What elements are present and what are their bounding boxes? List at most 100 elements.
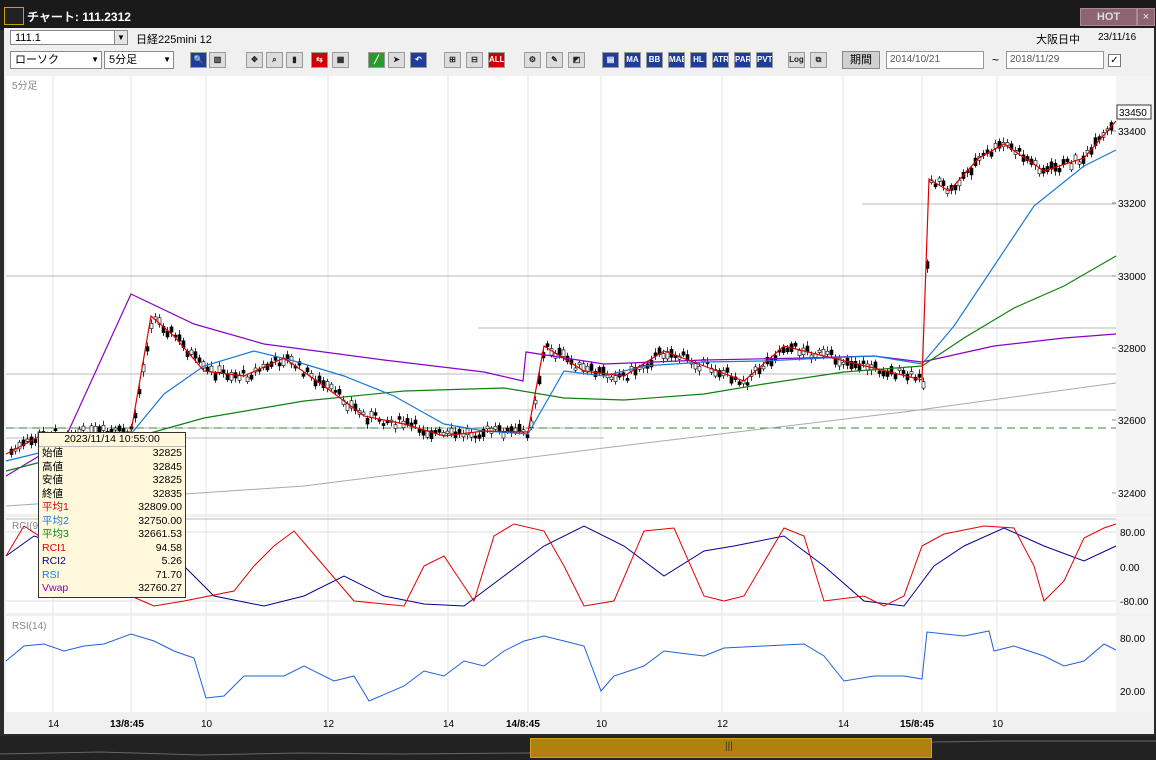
period-button[interactable]: 期間 — [842, 51, 880, 69]
para-button[interactable]: PARA — [734, 52, 751, 68]
from-date-value: 2014/10/21 — [890, 54, 941, 65]
info-label: 高値 — [42, 460, 63, 473]
info-rows: 始値 32825 高値 32845 安値 32825 終値 32835 平均1 32809.00 平… — [39, 447, 185, 596]
time-tick: 14 — [838, 719, 850, 730]
chart-area[interactable]: 33400 33200 33000 32800 32600 32400 3345… — [4, 76, 1152, 734]
scrollbar-thumb[interactable] — [530, 738, 932, 758]
candle-body — [201, 361, 206, 369]
symbol-row: 111.1 ▼ 日経225mini 12 大阪日中 23/11/16 — [4, 28, 1154, 48]
paint-icon[interactable]: ✎ — [546, 52, 563, 68]
crosshair-icon[interactable]: ✥ — [246, 52, 263, 68]
candle-body — [861, 360, 866, 364]
info-row: 安値 32825 — [39, 474, 185, 488]
compare-icon[interactable]: ⇆ — [311, 52, 328, 68]
candle-body — [265, 363, 270, 371]
trendline-icon[interactable]: ╱ — [368, 52, 385, 68]
from-date-input[interactable]: 2014/10/21 — [886, 51, 984, 69]
candle-body — [429, 430, 434, 439]
bb-button[interactable]: BB — [646, 52, 663, 68]
vertical-gridlines — [52, 76, 998, 712]
price-tick: 32600 — [1118, 416, 1146, 427]
time-tick: 14/8:45 — [506, 719, 540, 730]
symbol-input[interactable]: 111.1 — [10, 30, 116, 45]
candle-body — [397, 416, 402, 420]
time-tick-labels: 14 13/8:45 10 12 14 14/8:45 10 12 14 15/… — [48, 719, 1004, 730]
candle-body — [213, 373, 218, 381]
candle-body — [241, 369, 246, 374]
all-button[interactable]: ALL — [488, 52, 505, 68]
candle-body — [1065, 158, 1070, 163]
log-button[interactable]: Log — [788, 52, 805, 68]
settings-icon[interactable]: ⚙ — [524, 52, 541, 68]
candle-body — [909, 371, 914, 375]
hot-button[interactable]: HOT — [1080, 8, 1137, 26]
candle-body — [189, 349, 194, 355]
candle-body — [501, 432, 506, 439]
pvt-button[interactable]: PVT — [756, 52, 773, 68]
to-date-input[interactable]: 2018/11/29 — [1006, 51, 1104, 69]
candle-body — [301, 373, 306, 377]
hl-button[interactable]: HL — [690, 52, 707, 68]
interval-value: 5分足 — [109, 54, 138, 66]
interval-select[interactable]: 5分足 ▼ — [104, 51, 174, 69]
candle-body — [505, 427, 510, 432]
rsi-tick: 20.00 — [1120, 687, 1145, 698]
chart-type-select[interactable]: ローソク ▼ — [10, 51, 102, 69]
info-row: 平均1 32809.00 — [39, 501, 185, 515]
cursor-icon[interactable]: ➤ — [388, 52, 405, 68]
candle-body — [797, 350, 802, 356]
rci-tick: 80.00 — [1120, 528, 1145, 539]
time-tick: 10 — [201, 719, 213, 730]
price-axis — [1116, 76, 1152, 514]
candle-body — [449, 427, 454, 435]
info-row: RSI 71.70 — [39, 569, 185, 583]
candle-body — [445, 430, 450, 434]
atr-button[interactable]: ATR — [712, 52, 729, 68]
info-row: 平均2 32750.00 — [39, 515, 185, 529]
zoom-icon[interactable]: 🔍 — [190, 52, 207, 68]
info-label: 平均3 — [42, 528, 69, 540]
window-title: チャート: 111.2312 — [27, 10, 131, 24]
info-value: 32835 — [152, 487, 182, 500]
product-name: 日経225mini 12 — [136, 34, 212, 46]
candle-body — [953, 185, 958, 191]
candle-body — [533, 399, 538, 405]
color-palette-icon[interactable]: ◩ — [568, 52, 585, 68]
ma-button[interactable]: MA — [624, 52, 641, 68]
mae-button[interactable]: MAE — [668, 52, 685, 68]
candle-body — [853, 361, 858, 369]
time-axis — [6, 712, 1152, 734]
info-row: 始値 32825 — [39, 447, 185, 461]
candle-body — [933, 183, 938, 188]
candle-body — [993, 142, 998, 149]
candle-body — [997, 141, 1002, 149]
rsi-axis — [1116, 616, 1152, 712]
candle-body — [1077, 161, 1082, 165]
disabled-tool-icon[interactable]: ▦ — [332, 52, 349, 68]
symbol-dropdown-icon[interactable]: ▼ — [114, 30, 128, 45]
bar-chart-icon[interactable]: ▮ — [286, 52, 303, 68]
export-icon[interactable]: ⧉ — [810, 52, 827, 68]
info-label: 平均1 — [42, 501, 69, 513]
time-tick: 12 — [717, 719, 729, 730]
candle-body — [25, 438, 30, 442]
grid-icon[interactable]: ▤ — [602, 52, 619, 68]
candle-body — [729, 376, 734, 384]
candle-body — [573, 367, 578, 371]
period-checkbox[interactable]: ✓ — [1108, 54, 1121, 67]
close-button[interactable]: × — [1137, 8, 1155, 26]
candle-body — [325, 381, 330, 389]
candle-body — [917, 373, 922, 378]
price-panel — [6, 76, 1116, 514]
toolbar: ローソク ▼ 5分足 ▼ 🔍 ▥ ✥ ⌕ ▮ ⇆ ▦ ╱ ➤ ↶ ⊞ ⊟ ALL ⚙… — [4, 48, 1154, 72]
split-view-icon[interactable]: ▥ — [209, 52, 226, 68]
current-date: 23/11/16 — [1098, 32, 1137, 43]
magnify-chart-icon[interactable]: ⌕ — [266, 52, 283, 68]
candle-body — [197, 357, 202, 363]
candle-add-icon[interactable]: ⊞ — [444, 52, 461, 68]
undo-arrow-icon[interactable]: ↶ — [410, 52, 427, 68]
to-date-value: 2018/11/29 — [1010, 54, 1060, 65]
grip-icon[interactable]: ||| — [725, 741, 733, 752]
candle-body — [761, 365, 766, 370]
candle-remove-icon[interactable]: ⊟ — [466, 52, 483, 68]
